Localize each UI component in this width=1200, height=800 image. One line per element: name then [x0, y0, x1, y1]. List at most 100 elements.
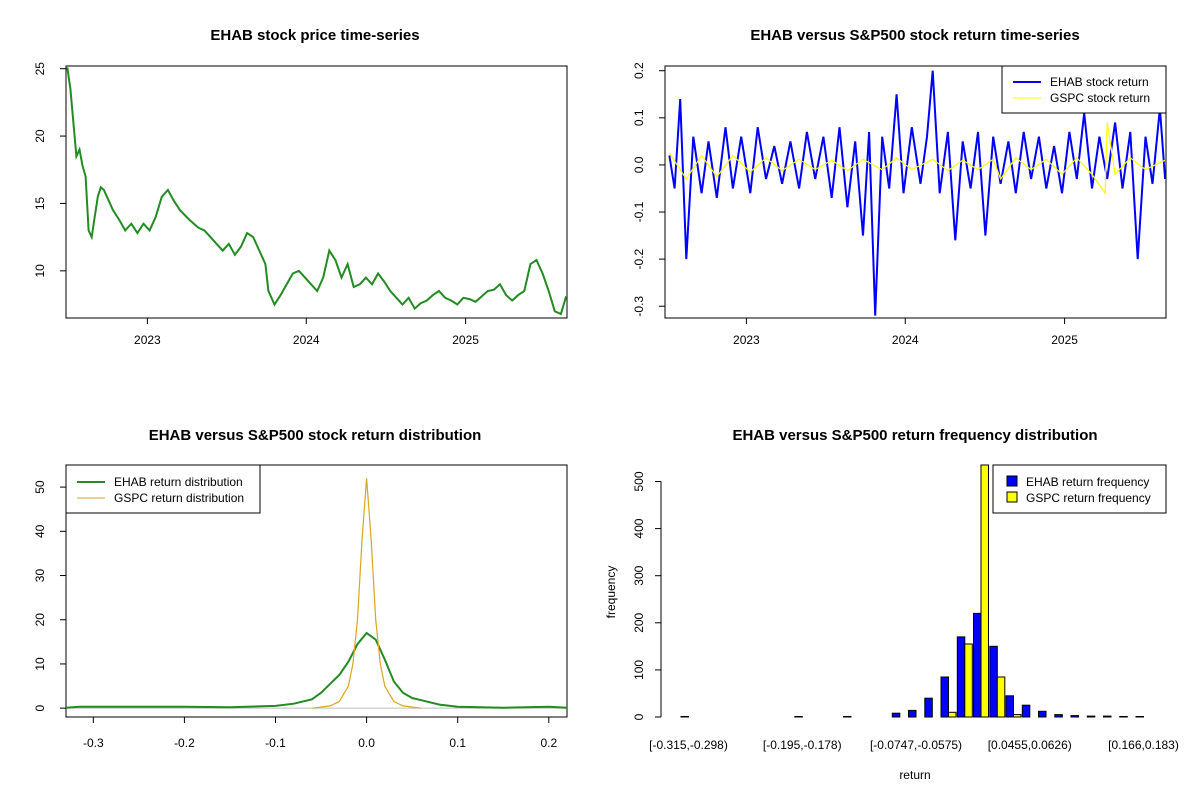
density-y-tick-label: 30 [33, 569, 47, 583]
gspc-density-line [311, 478, 422, 709]
ehab-hist-bar [1103, 715, 1112, 718]
histogram-legend-ehab-swatch [1006, 475, 1018, 487]
density-marks [65, 478, 568, 709]
ehab-hist-bar [1021, 704, 1031, 718]
ehab-hist-bar [794, 716, 803, 718]
density-x-tick-label: -0.2 [174, 736, 195, 750]
price-plot-box [65, 65, 568, 319]
return-y-tick-label: -0.1 [632, 201, 646, 222]
histogram-x-tick-label: [-0.0747,-0.0575) [870, 738, 962, 752]
ehab-hist-bar [1135, 716, 1144, 718]
histogram-x-tick-label: [-0.315,-0.298) [649, 738, 728, 752]
ehab-hist-bar [843, 716, 852, 718]
histogram-y-tick-label: 0 [632, 713, 646, 720]
density-legend: EHAB return distribution GSPC return dis… [65, 464, 261, 514]
price-x-tick-label: 2023 [134, 333, 161, 347]
density-x-tick-label: 0.0 [358, 736, 375, 750]
gspc-hist-bar [996, 676, 1006, 718]
density-x-tick-label: -0.1 [265, 736, 286, 750]
histogram-y-tick-label: 200 [632, 612, 646, 632]
histogram-x-tick-label: [0.0455,0.0626) [988, 738, 1072, 752]
price-x-axis: 2023 2024 2025 [134, 318, 479, 347]
price-line [66, 67, 568, 316]
return-x-tick-label: 2023 [733, 333, 760, 347]
ehab-hist-bar [940, 676, 949, 718]
histogram-marks [680, 464, 1144, 718]
gspc-hist-bar [1013, 714, 1022, 718]
price-y-tick-label: 20 [33, 129, 47, 143]
return-legend-ehab-label: EHAB stock return [1050, 75, 1149, 89]
histogram-x-label: return [899, 768, 930, 782]
histogram-y-tick-label: 500 [632, 471, 646, 491]
histogram-legend-gspc-swatch [1006, 491, 1018, 503]
price-y-axis: 10 15 20 25 [33, 62, 66, 278]
return-y-tick-label: 0.1 [632, 109, 646, 126]
histogram-legend: EHAB return frequency GSPC return freque… [992, 464, 1167, 514]
ehab-hist-bar [908, 709, 917, 718]
return-chart-title: EHAB versus S&P500 stock return time-ser… [750, 27, 1079, 44]
histogram-y-label: frequency [604, 566, 618, 619]
density-x-axis: -0.3 -0.2 -0.1 0.0 0.1 0.2 [83, 717, 557, 750]
price-y-tick-label: 15 [33, 196, 47, 210]
histogram-x-axis: [-0.315,-0.298) [-0.195,-0.178) [-0.0747,-… [649, 738, 1179, 752]
histogram-y-tick-label: 400 [632, 518, 646, 538]
ehab-hist-bar [973, 612, 982, 718]
ehab-hist-bar [956, 636, 966, 718]
ehab-hist-bar [1038, 710, 1047, 718]
return-x-axis: 2023 2024 2025 [733, 318, 1078, 347]
return-y-axis: -0.3 -0.2 -0.1 0.0 0.1 0.2 [632, 62, 665, 317]
return-x-tick-label: 2024 [892, 333, 919, 347]
histogram-y-axis: 0 100 200 300 400 500 [632, 471, 662, 720]
density-y-tick-label: 0 [33, 705, 47, 712]
density-x-tick-label: 0.2 [540, 736, 557, 750]
return-timeseries-panel: EHAB versus S&P500 stock return time-ser… [632, 27, 1167, 347]
return-y-tick-label: 0.2 [632, 62, 646, 79]
ehab-hist-bar [1086, 715, 1096, 718]
price-x-tick-label: 2025 [452, 333, 479, 347]
histogram-legend-gspc-label: GSPC return frequency [1026, 491, 1151, 505]
price-chart-title: EHAB stock price time-series [210, 27, 419, 44]
histogram-legend-box [992, 464, 1167, 514]
return-legend-box [1001, 65, 1167, 114]
histogram-chart-title: EHAB versus S&P500 return frequency dist… [732, 427, 1097, 444]
ehab-hist-bar [1070, 715, 1079, 718]
density-chart-title: EHAB versus S&P500 stock return distribu… [149, 427, 482, 444]
density-legend-ehab-label: EHAB return distribution [114, 475, 243, 489]
gspc-hist-bar [980, 464, 989, 718]
density-legend-box [65, 464, 261, 514]
ehab-hist-bar [1005, 695, 1014, 718]
density-y-tick-label: 50 [33, 480, 47, 494]
density-legend-gspc-label: GSPC return distribution [114, 491, 244, 505]
gspc-hist-bar [948, 711, 957, 718]
density-y-tick-label: 20 [33, 613, 47, 627]
return-x-tick-label: 2025 [1051, 333, 1078, 347]
density-y-tick-label: 40 [33, 524, 47, 538]
ehab-hist-bar [924, 697, 933, 718]
histogram-x-tick-label: [0.166,0.183) [1108, 738, 1179, 752]
gspc-hist-bar [964, 643, 973, 718]
return-y-tick-label: -0.3 [632, 296, 646, 317]
density-y-tick-label: 10 [33, 657, 47, 671]
price-y-tick-label: 25 [33, 62, 47, 76]
price-timeseries-panel: EHAB stock price time-series 2023 2024 202… [33, 27, 568, 347]
ehab-density-line [65, 631, 568, 709]
price-y-tick-label: 10 [33, 264, 47, 278]
density-plot-box [65, 464, 568, 718]
return-legend-gspc-label: GSPC stock return [1050, 91, 1150, 105]
histogram-x-tick-label: [-0.195,-0.178) [763, 738, 842, 752]
ehab-hist-bar [680, 716, 689, 718]
price-marks [66, 67, 568, 316]
density-y-axis: 0 10 20 30 40 50 [33, 480, 66, 712]
gspc-return-line [668, 122, 1166, 196]
ehab-hist-bar [1054, 714, 1063, 718]
density-x-tick-label: -0.3 [83, 736, 104, 750]
histogram-legend-ehab-label: EHAB return frequency [1026, 475, 1149, 489]
price-x-tick-label: 2024 [293, 333, 320, 347]
return-histogram-panel: EHAB versus S&P500 return frequency dist… [604, 427, 1179, 782]
return-legend: EHAB stock return GSPC stock return [1001, 65, 1167, 114]
ehab-hist-bar [891, 712, 901, 718]
return-density-panel: EHAB versus S&P500 stock return distribu… [33, 427, 568, 750]
return-plot-box [664, 65, 1167, 319]
